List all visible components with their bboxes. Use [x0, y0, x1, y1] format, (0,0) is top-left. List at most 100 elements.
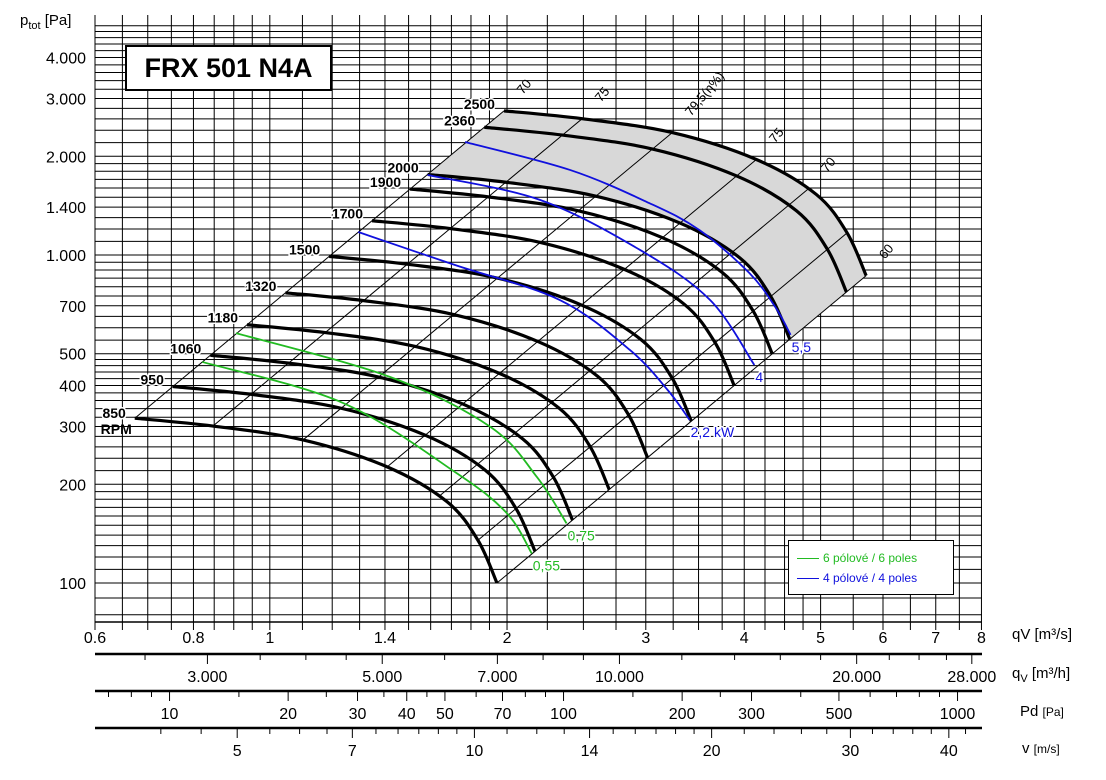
- rpm-curve-1500: [329, 254, 693, 422]
- legend-swatch-green: [797, 557, 819, 559]
- efficiency-line: [212, 118, 583, 427]
- v-sym: v: [1022, 740, 1030, 757]
- v-axis-label: 30: [841, 743, 859, 760]
- motor-power-label: 5,5: [792, 339, 812, 355]
- y-axis-sub: tot: [28, 20, 41, 32]
- pd-axis-label: 20: [279, 706, 297, 723]
- v-axis-label: 20: [703, 743, 721, 760]
- rpm-label: 2360: [444, 112, 475, 128]
- x-tick-label: 5: [816, 630, 825, 647]
- v-unit: [m/s]: [1033, 742, 1060, 756]
- y-tick-label: 700: [59, 299, 86, 316]
- motor-power-curve: [235, 332, 568, 524]
- motor-power-curve: [427, 174, 756, 366]
- qh-sub: V: [1020, 673, 1028, 685]
- legend-label: 6 pólové / 6 poles: [823, 551, 918, 565]
- pd-axis-label: 100: [550, 706, 577, 723]
- efficiency-line: [496, 275, 867, 584]
- rpm-curve-1060: [210, 353, 574, 521]
- rpm-curve-2000: [427, 172, 792, 340]
- motor-power-curve: [464, 141, 792, 336]
- m3h-axis-label: 5.000: [362, 669, 402, 686]
- rpm-label: 2000: [387, 159, 418, 175]
- y-tick-label: 2.000: [46, 149, 86, 166]
- y-tick-label: 500: [59, 347, 86, 364]
- rpm-unit-label: RPM: [101, 421, 132, 437]
- pd-axis-label: 200: [669, 706, 696, 723]
- rpm-curve-1900: [409, 187, 774, 355]
- x-tick-label: 1.4: [374, 630, 396, 647]
- rpm-label: 1700: [332, 206, 363, 222]
- rpm-curve-2500: [503, 109, 868, 277]
- efficiency-line: [386, 159, 757, 468]
- x-tick-label: 7: [931, 630, 940, 647]
- efficiency-line: [477, 232, 848, 541]
- rpm-curve-850: [134, 416, 499, 584]
- pd-axis-label: 40: [398, 706, 416, 723]
- x-tick-label: 0.6: [84, 630, 106, 647]
- efficiency-label: 70: [514, 76, 535, 97]
- rpm-label: 1320: [245, 278, 276, 294]
- efficiency-line: [438, 188, 809, 497]
- rpm-label: 1060: [170, 340, 201, 356]
- legend-swatch-blue: [797, 577, 819, 579]
- rpm-label: 1180: [208, 310, 239, 326]
- y-axis-unit: [Pa]: [44, 12, 72, 29]
- y-tick-label: 400: [59, 379, 86, 396]
- v-axis-label: 40: [940, 743, 958, 760]
- v-axis-unit: v [m/s]: [1022, 740, 1060, 757]
- legend-item-6-poles: 6 pólové / 6 poles: [797, 551, 917, 565]
- pd-axis-label: 30: [349, 706, 367, 723]
- legend: 6 pólové / 6 poles 4 pólové / 4 poles: [788, 540, 954, 595]
- x-tick-label: 3: [641, 630, 650, 647]
- qh-axis-unit: qV [m³/h]: [1012, 665, 1070, 685]
- rpm-curve-1320: [285, 291, 650, 459]
- y-tick-label: 4.000: [46, 51, 86, 68]
- x-tick-label: 4: [740, 630, 749, 647]
- rpm-curve-1180: [246, 323, 611, 491]
- qh-unit: [m³/h]: [1031, 665, 1071, 682]
- y-axis-label: ptot [Pa]: [20, 12, 71, 32]
- efficiency-line: [134, 110, 505, 419]
- motor-power-label: 2,2 kW: [691, 424, 735, 440]
- motor-power-curve: [202, 361, 533, 554]
- pd-axis-label: 1000: [940, 706, 976, 723]
- rpm-label: 950: [141, 372, 165, 388]
- legend-item-4-poles: 4 pólové / 4 poles: [797, 571, 917, 585]
- pd-axis-unit: Pd [Pa]: [1020, 703, 1064, 720]
- rpm-label: 1900: [370, 174, 401, 190]
- x-tick-label: 2: [503, 630, 512, 647]
- y-tick-label: 3.000: [46, 92, 86, 109]
- v-axis-label: 7: [348, 743, 357, 760]
- x-tick-label: 0.8: [182, 630, 204, 647]
- rpm-curve-950: [172, 384, 537, 552]
- v-axis-label: 10: [466, 743, 484, 760]
- chart-title: FRX 501 N4A: [125, 45, 332, 91]
- pd-axis-label: 10: [161, 706, 179, 723]
- x-tick-label: 8: [977, 630, 986, 647]
- efficiency-label: 75: [592, 84, 613, 105]
- efficiency-label: 79,5(η%): [682, 69, 727, 119]
- y-tick-label: 300: [59, 420, 86, 437]
- pd-axis-label: 300: [738, 706, 765, 723]
- m3h-axis-label: 7.000: [477, 669, 517, 686]
- pd-unit: [Pa]: [1042, 705, 1064, 719]
- motor-power-label: 0,75: [568, 527, 595, 543]
- motor-power-label: 0,55: [533, 558, 560, 574]
- pd-sym: Pd: [1020, 703, 1039, 720]
- x-tick-label: 6: [879, 630, 888, 647]
- y-axis-symbol: p: [20, 12, 29, 29]
- m3h-axis-label: 20.000: [832, 669, 881, 686]
- x-tick-label: 1: [265, 630, 274, 647]
- v-axis-label: 14: [581, 743, 599, 760]
- rpm-label: 850: [102, 405, 126, 421]
- y-tick-label: 1.000: [46, 248, 86, 265]
- y-tick-label: 100: [59, 576, 86, 593]
- motor-power-curve: [357, 231, 691, 421]
- rpm-label: 2500: [464, 96, 495, 112]
- rpm-label: 1500: [289, 241, 320, 257]
- rpm-curve-2360: [484, 125, 848, 293]
- m3h-axis-label: 3.000: [187, 669, 227, 686]
